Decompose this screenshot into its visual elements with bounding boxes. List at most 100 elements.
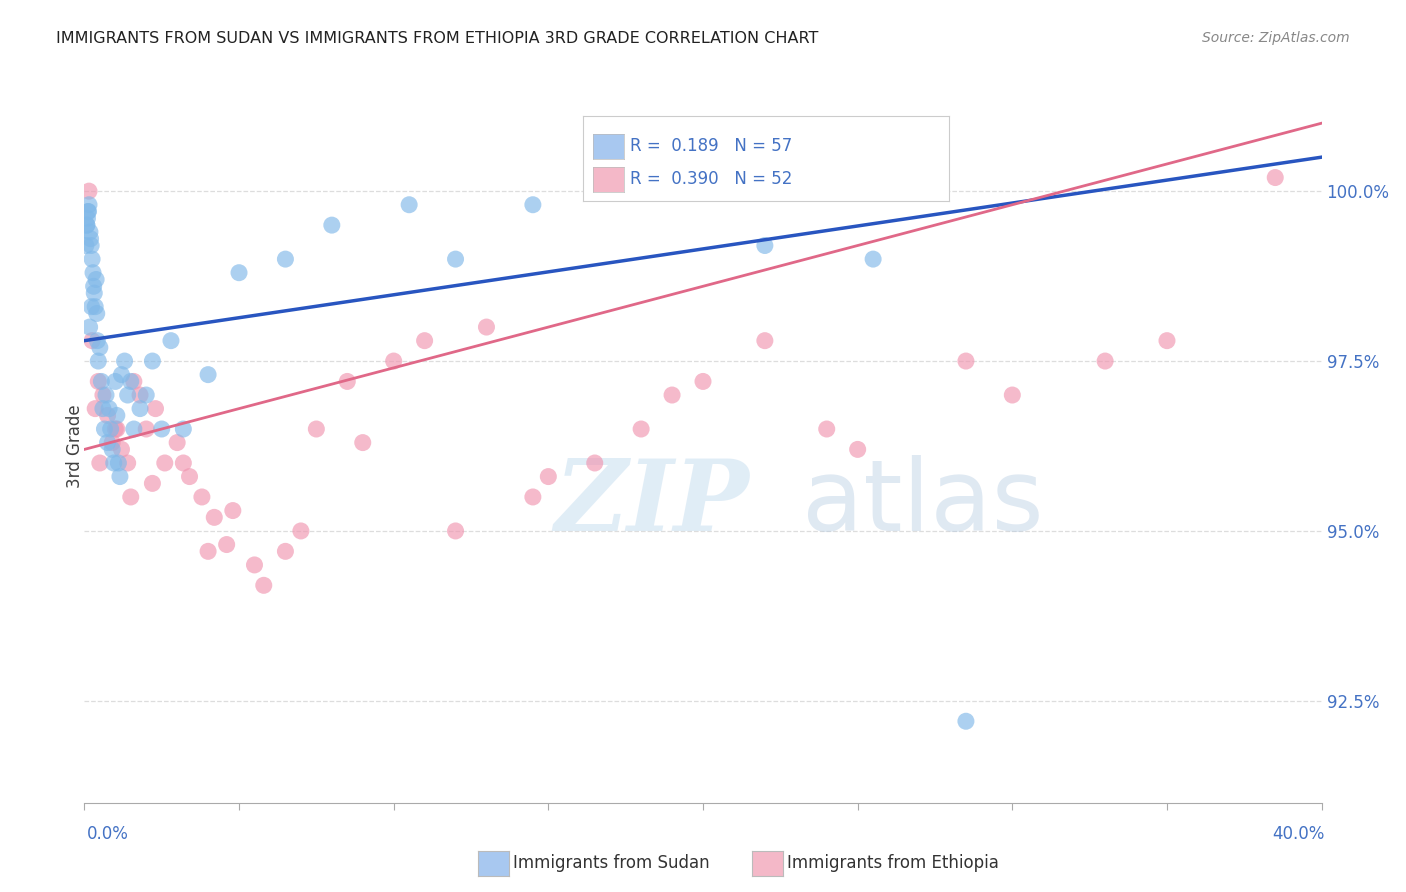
Text: Immigrants from Sudan: Immigrants from Sudan	[513, 855, 710, 872]
Point	[630, 422, 652, 436]
Point	[150, 422, 173, 436]
Point	[98, 401, 121, 416]
Point	[82, 252, 104, 266]
Point	[522, 490, 544, 504]
Point	[197, 368, 219, 382]
Point	[108, 469, 131, 483]
Point	[76, 211, 98, 226]
Point	[82, 266, 104, 280]
Point	[114, 354, 136, 368]
Point	[398, 198, 420, 212]
Point	[79, 232, 101, 246]
Point	[110, 442, 132, 457]
Point	[79, 320, 101, 334]
Text: R =  0.390   N = 52: R = 0.390 N = 52	[630, 170, 792, 188]
Point	[336, 375, 359, 389]
Point	[89, 341, 111, 355]
Point	[84, 272, 107, 286]
Point	[96, 409, 118, 423]
Point	[290, 524, 312, 538]
Point	[202, 510, 225, 524]
Point	[305, 422, 328, 436]
Text: Immigrants from Ethiopia: Immigrants from Ethiopia	[787, 855, 1000, 872]
Point	[583, 184, 606, 198]
Point	[413, 334, 436, 348]
Point	[79, 225, 101, 239]
Point	[222, 503, 245, 517]
Point	[101, 442, 124, 457]
Point	[955, 354, 977, 368]
Point	[129, 388, 152, 402]
Point	[145, 401, 167, 416]
Point	[84, 300, 107, 314]
Point	[89, 456, 111, 470]
Text: 40.0%: 40.0%	[1272, 825, 1324, 843]
Point	[135, 422, 157, 436]
Text: R =  0.189   N = 57: R = 0.189 N = 57	[630, 137, 792, 155]
Point	[77, 204, 100, 219]
Point	[122, 422, 145, 436]
Point	[100, 422, 122, 436]
Text: 0.0%: 0.0%	[87, 825, 129, 843]
Point	[80, 300, 103, 314]
Point	[537, 469, 560, 483]
Point	[105, 409, 128, 423]
Point	[846, 442, 869, 457]
Point	[274, 252, 297, 266]
Point	[104, 422, 127, 436]
Point	[862, 252, 884, 266]
Point	[692, 375, 714, 389]
Point	[172, 456, 194, 470]
Point	[166, 435, 188, 450]
Text: IMMIGRANTS FROM SUDAN VS IMMIGRANTS FROM ETHIOPIA 3RD GRADE CORRELATION CHART: IMMIGRANTS FROM SUDAN VS IMMIGRANTS FROM…	[56, 31, 818, 46]
Point	[107, 456, 129, 470]
Point	[754, 238, 776, 252]
Point	[172, 422, 194, 436]
Point	[117, 456, 139, 470]
Point	[77, 198, 100, 212]
Point	[91, 388, 114, 402]
Point	[352, 435, 374, 450]
Point	[103, 456, 125, 470]
Point	[583, 456, 606, 470]
Point	[160, 334, 183, 348]
Point	[82, 334, 104, 348]
Point	[84, 401, 107, 416]
Y-axis label: 3rd Grade: 3rd Grade	[66, 404, 84, 488]
Point	[153, 456, 176, 470]
Point	[661, 388, 683, 402]
Text: Source: ZipAtlas.com: Source: ZipAtlas.com	[1202, 31, 1350, 45]
Point	[382, 354, 405, 368]
Point	[90, 375, 112, 389]
Point	[94, 388, 117, 402]
Point	[75, 238, 97, 252]
Point	[1001, 388, 1024, 402]
Point	[76, 218, 98, 232]
Point	[87, 354, 110, 368]
Point	[754, 334, 776, 348]
Point	[1264, 170, 1286, 185]
Point	[1156, 334, 1178, 348]
Point	[1094, 354, 1116, 368]
Point	[91, 401, 114, 416]
Point	[86, 306, 108, 320]
Point	[105, 422, 128, 436]
Point	[83, 279, 105, 293]
Point	[135, 388, 157, 402]
Text: ZIP: ZIP	[554, 455, 749, 551]
Point	[117, 388, 139, 402]
Point	[197, 544, 219, 558]
Point	[120, 375, 142, 389]
Text: atlas: atlas	[801, 455, 1043, 551]
Point	[77, 204, 100, 219]
Point	[444, 524, 467, 538]
Point	[120, 490, 142, 504]
Point	[815, 422, 838, 436]
Point	[955, 714, 977, 729]
Point	[83, 286, 105, 301]
Point	[141, 476, 163, 491]
Point	[101, 435, 124, 450]
Point	[122, 375, 145, 389]
Point	[228, 266, 250, 280]
Point	[191, 490, 214, 504]
